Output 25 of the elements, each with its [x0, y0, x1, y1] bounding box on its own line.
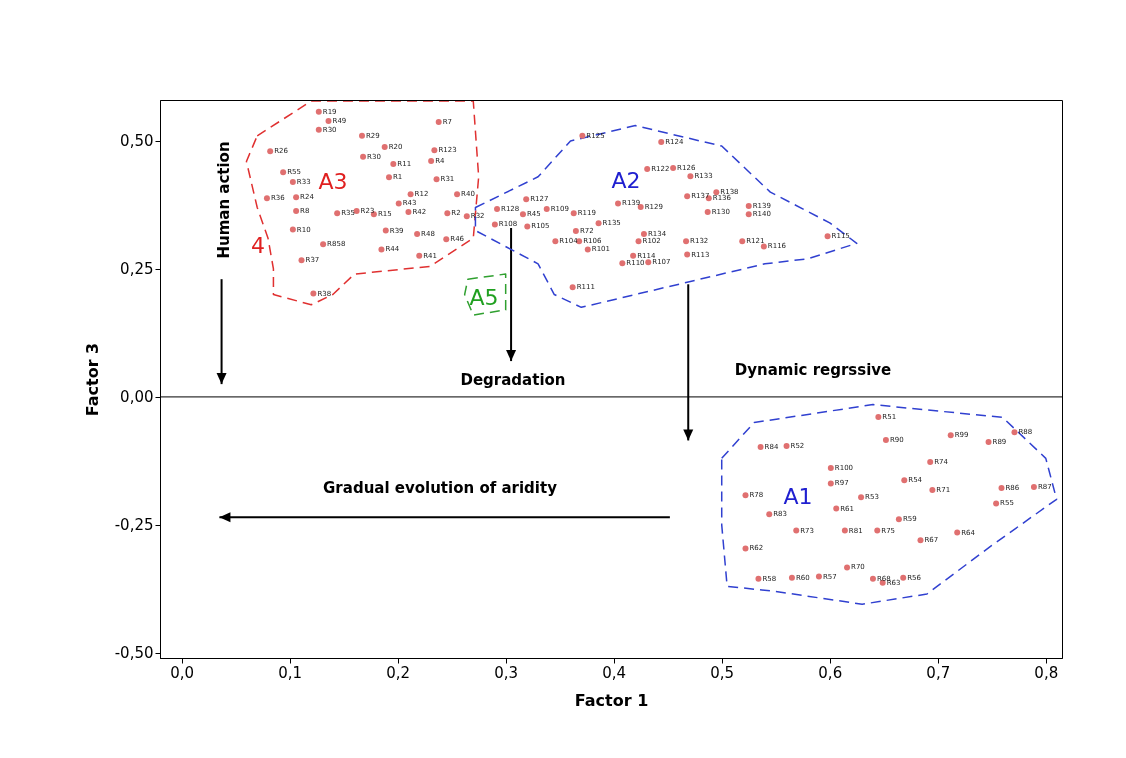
annotation: A1: [783, 484, 813, 509]
x-tick-label: 0,6: [818, 663, 843, 682]
x-tick-label: 0,7: [926, 663, 951, 682]
x-tick-label: 0,5: [710, 663, 735, 682]
annotation: A3: [318, 169, 348, 194]
x-tick-label: 0,0: [170, 663, 195, 682]
annotation: Degradation: [460, 371, 566, 389]
y-axis-title: Factor 3: [82, 342, 102, 417]
x-tick-label: 0,8: [1034, 663, 1059, 682]
y-tick-label: 0,00: [120, 388, 154, 407]
x-axis-title: Factor 1: [574, 690, 649, 710]
y-tick-label: 0,50: [120, 132, 154, 151]
annotation: A2: [611, 168, 641, 193]
x-tick-label: 0,1: [278, 663, 303, 682]
y-tick-label: 0,25: [120, 260, 154, 279]
annotation: Dynamic regrssive: [734, 361, 892, 379]
y-tick-label: -0,50: [114, 644, 154, 663]
x-tick-label: 0,4: [602, 663, 627, 682]
y-tick-label: -0,25: [114, 516, 154, 535]
annotation: Gradual evolution of aridity: [323, 479, 558, 497]
x-tick-label: 0,2: [386, 663, 411, 682]
annotation: Human action: [215, 141, 233, 259]
annotation: A5: [469, 285, 499, 310]
annotation: 4: [251, 233, 265, 258]
x-tick-label: 0,3: [494, 663, 519, 682]
